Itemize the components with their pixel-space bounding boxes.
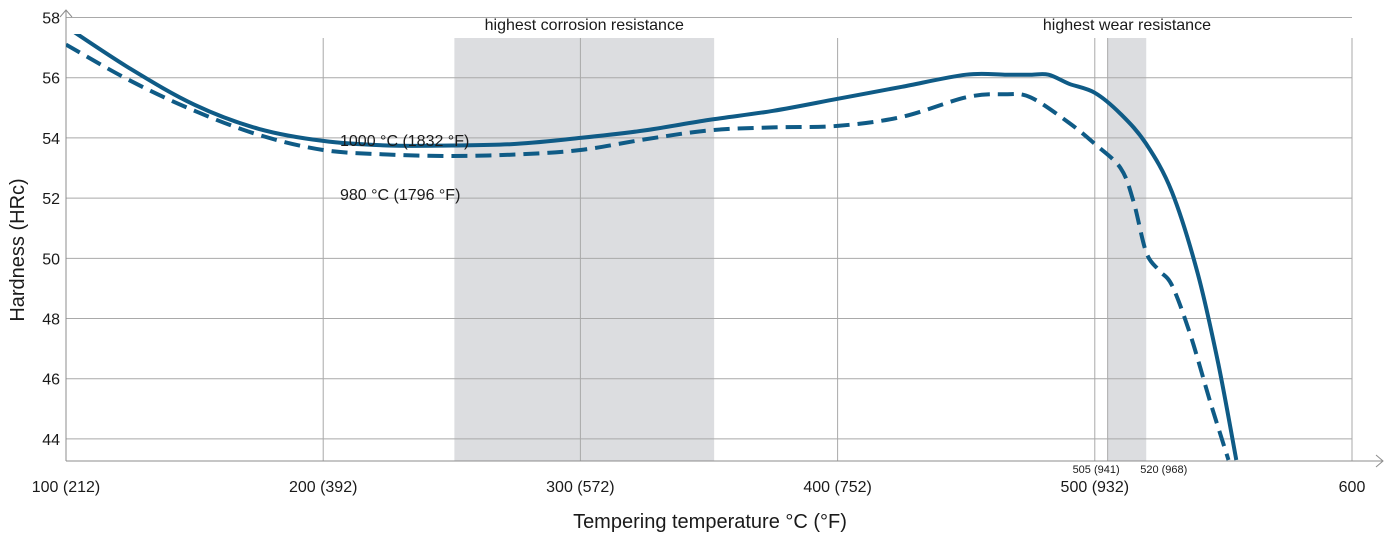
band-mark-label-505: 505 (941) [1073, 464, 1120, 476]
y-tick-52: 52 [42, 191, 60, 208]
series-line-0 [73, 34, 1239, 461]
y-axis-label: Hardness (HRc) [7, 178, 29, 321]
y-axis-arrow [59, 9, 73, 18]
band-label-0: highest corrosion resistance [485, 17, 684, 34]
band-1 [1107, 38, 1147, 461]
x-axis-label: Tempering temperature °C (°F) [573, 511, 847, 533]
x-tick-200: 200 (392) [289, 479, 358, 496]
axes-layer [59, 9, 1384, 468]
x-tick-100: 100 (212) [32, 479, 101, 496]
y-tick-48: 48 [42, 312, 60, 329]
series-label-980c: 980 °C (1796 °F) [340, 187, 460, 204]
series-line-1 [66, 42, 1231, 461]
y-tick-50: 50 [42, 251, 60, 268]
band-label-1: highest wear resistance [1043, 17, 1211, 34]
y-tick-46: 46 [42, 372, 60, 389]
tick-layer: 44 46 48 50 52 54 56 58 100 (212) 200 (392) 300 (5… [32, 11, 1366, 496]
series-label-1000c: 1000 °C (1832 °F) [340, 133, 469, 150]
band-layer: highest corrosion resistance highest wear… [454, 17, 1211, 461]
x-tick-500: 500 (932) [1061, 479, 1130, 496]
band-0 [454, 38, 715, 461]
series-layer [66, 34, 1239, 461]
band-mark-label-520: 520 (968) [1140, 464, 1187, 476]
x-tick-600: 600 [1339, 479, 1366, 496]
y-tick-56: 56 [42, 71, 60, 88]
x-axis-arrow [1375, 454, 1384, 468]
x-tick-300: 300 (572) [546, 479, 615, 496]
y-tick-54: 54 [42, 131, 60, 148]
y-tick-44: 44 [42, 432, 60, 449]
y-tick-58: 58 [42, 11, 60, 28]
x-tick-400: 400 (752) [803, 479, 872, 496]
grid-layer [66, 17, 1353, 461]
